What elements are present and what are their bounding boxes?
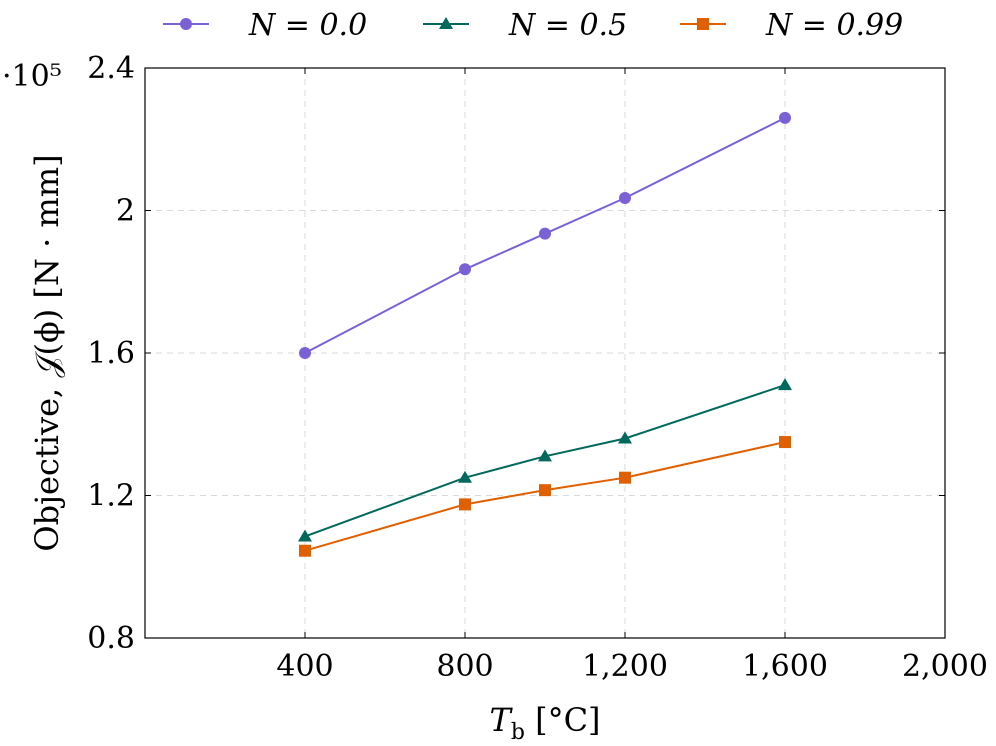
legend-label: N = 0.5	[508, 8, 627, 43]
legend-label: N = 0.0	[248, 8, 367, 43]
data-point	[299, 544, 311, 557]
legend-entry-0: N = 0.0	[163, 8, 367, 43]
data-point	[778, 378, 792, 391]
y-tick-label: 1.6	[87, 336, 135, 371]
x-tick-label: 2,000	[902, 649, 988, 684]
x-axis-label: Tb [°C]	[489, 701, 600, 745]
series-1	[298, 378, 792, 542]
y-multiplier-label: ·10⁵	[2, 59, 62, 94]
legend-marker	[697, 18, 709, 30]
data-point	[779, 436, 791, 449]
x-axis: 400 800 1,200 1,600 2,000	[276, 68, 988, 684]
data-point	[619, 192, 631, 205]
data-point	[458, 470, 472, 483]
x-tick-label: 400	[276, 649, 333, 684]
x-tick-label: 1,200	[582, 649, 668, 684]
data-point	[459, 498, 471, 511]
data-point	[539, 227, 551, 240]
y-tick-label: 0.8	[87, 621, 135, 656]
legend-entry-1: N = 0.5	[423, 8, 627, 43]
data-point	[779, 111, 791, 124]
grid	[145, 67, 946, 639]
y-axis-label: Objective, 𝒥(ϕ) [N · mm]	[28, 154, 66, 551]
legend-marker	[180, 18, 192, 30]
data-point	[459, 263, 471, 276]
y-tick-label: 2.4	[87, 51, 135, 86]
y-tick-label: 2	[116, 194, 135, 229]
data-point	[539, 484, 551, 497]
data-point	[299, 347, 311, 359]
data-point	[619, 471, 631, 484]
series-0	[299, 111, 791, 359]
data-point	[298, 529, 312, 542]
data-point	[618, 431, 632, 444]
series-2	[299, 436, 791, 557]
x-tick-label: 800	[436, 649, 493, 684]
y-tick-label: 1.2	[87, 479, 135, 514]
legend-entry-2: N = 0.99	[680, 8, 903, 43]
series-layer	[298, 111, 792, 557]
x-tick-label: 1,600	[742, 649, 828, 684]
legend-label: N = 0.99	[765, 8, 903, 43]
legend: N = 0.0 N = 0.5 N = 0.99	[163, 8, 903, 43]
y-axis: 0.8 1.2 1.6 2 2.4	[87, 51, 945, 656]
legend-marker	[439, 17, 453, 29]
data-point	[538, 449, 552, 462]
